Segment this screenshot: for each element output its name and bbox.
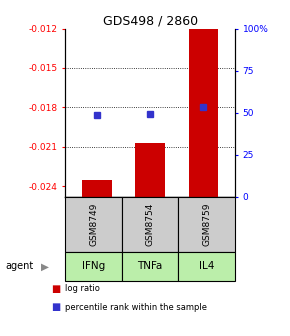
Text: ■: ■ [51, 302, 60, 312]
Text: GSM8759: GSM8759 [202, 203, 211, 246]
Text: ▶: ▶ [41, 261, 49, 271]
Bar [188, 29, 218, 197]
Text: GSM8749: GSM8749 [89, 203, 98, 246]
Text: GSM8754: GSM8754 [146, 203, 155, 246]
Bar [82, 180, 112, 197]
Text: agent: agent [6, 261, 34, 271]
Text: log ratio: log ratio [65, 285, 100, 293]
Text: percentile rank within the sample: percentile rank within the sample [65, 303, 207, 312]
Text: ■: ■ [51, 284, 60, 294]
Title: GDS498 / 2860: GDS498 / 2860 [102, 14, 198, 28]
Text: IFNg: IFNg [82, 261, 105, 271]
Text: IL4: IL4 [199, 261, 214, 271]
Text: TNFa: TNFa [137, 261, 163, 271]
Bar [135, 143, 165, 197]
